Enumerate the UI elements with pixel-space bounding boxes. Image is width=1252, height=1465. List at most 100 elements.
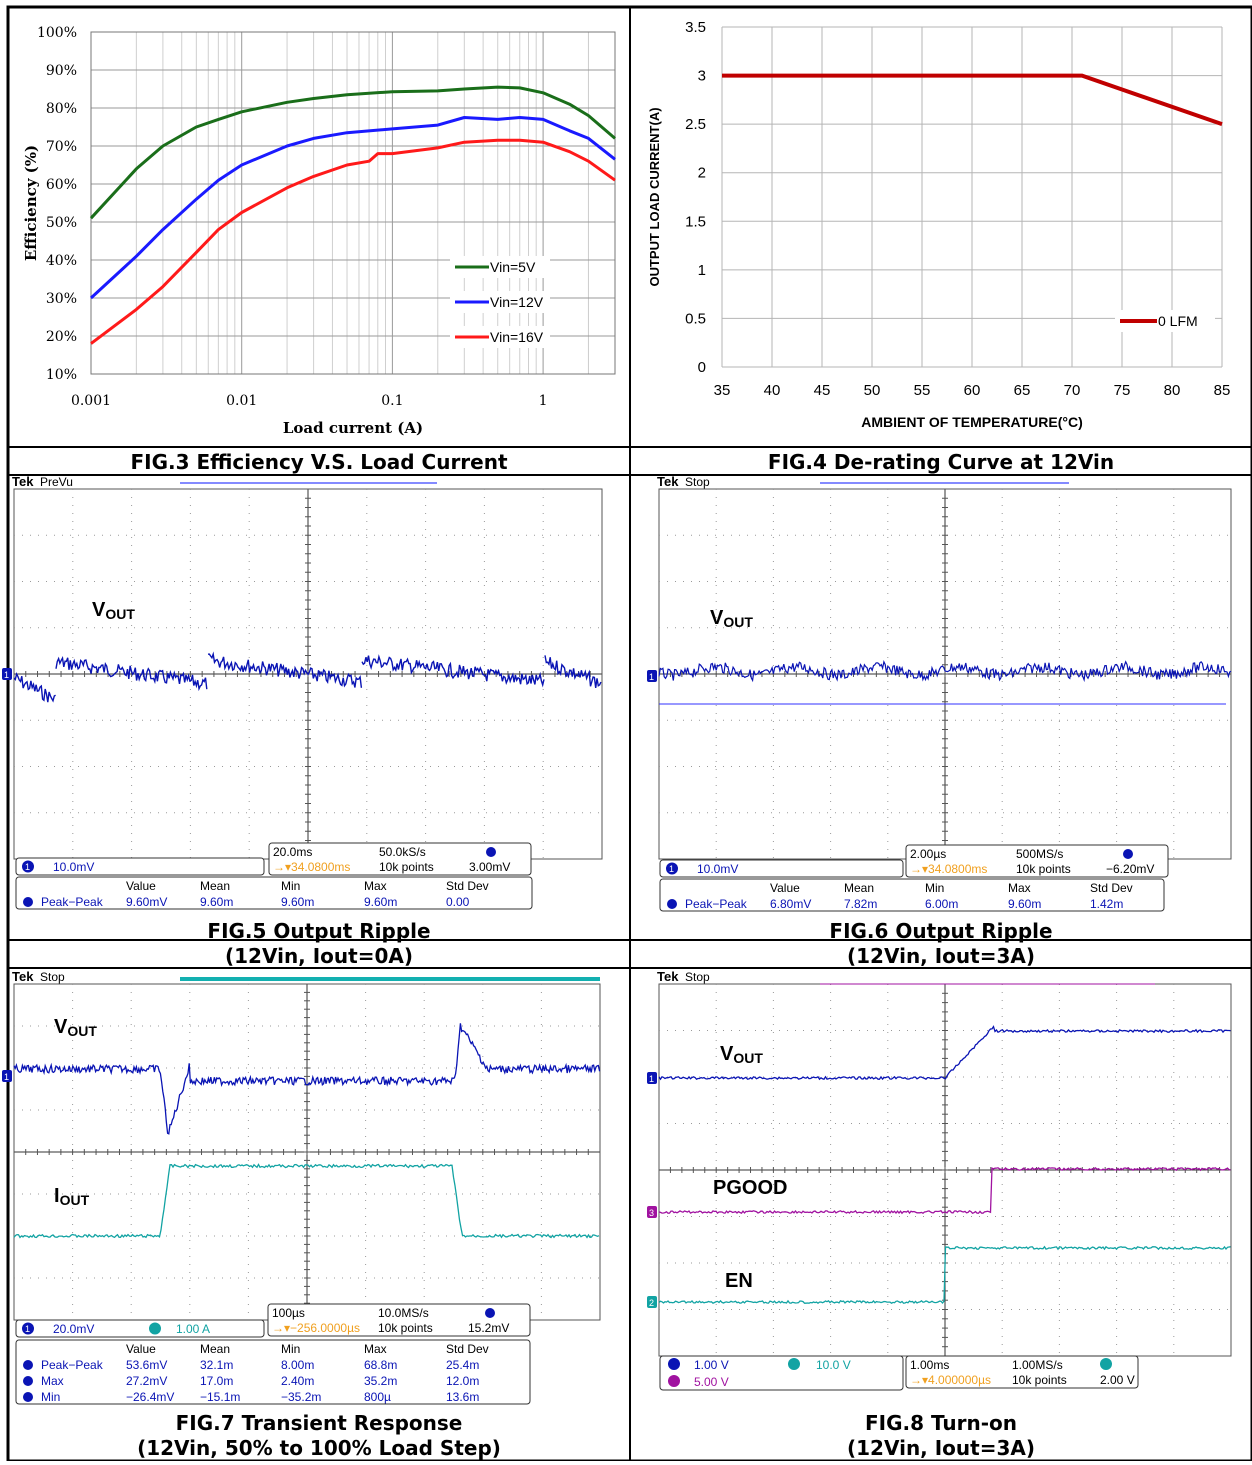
pgood-label: PGOOD bbox=[713, 1177, 787, 1199]
sample-rate: 10.0MS/s bbox=[378, 1306, 429, 1320]
meas-value: 68.8m bbox=[364, 1358, 397, 1372]
plot-border bbox=[90, 31, 616, 375]
channel-marker-number: 1 bbox=[4, 670, 9, 680]
channel-marker-number: 3 bbox=[649, 1208, 654, 1218]
acq-status: Stop bbox=[685, 475, 710, 489]
brand-label: Tek bbox=[12, 474, 34, 489]
meas-header: Max bbox=[1008, 881, 1031, 895]
trigger-source-icon bbox=[1123, 849, 1133, 859]
trace-subscript: OUT bbox=[105, 606, 135, 622]
timebase-value: 1.00ms bbox=[910, 1358, 949, 1372]
x-tick-label: 1 bbox=[539, 393, 548, 409]
x-tick-label: 35 bbox=[714, 382, 731, 399]
meas-channel-icon bbox=[23, 897, 33, 907]
vout-transient-trace bbox=[13, 1023, 601, 1135]
series-line-Vin=5V bbox=[89, 85, 616, 220]
en-label: EN bbox=[725, 1270, 753, 1292]
channel-icon bbox=[22, 860, 34, 873]
ch1-icon bbox=[668, 1358, 680, 1370]
meas-value: 12.0m bbox=[446, 1374, 479, 1388]
meas-value: 8.00m bbox=[281, 1358, 314, 1372]
meas-value: 6.00m bbox=[925, 897, 958, 911]
trigger-position: →▾34.0800ms bbox=[910, 862, 987, 876]
caption-fig5-line1: FIG.5 Output Ripple bbox=[207, 919, 431, 943]
x-tick-label: 70 bbox=[1064, 382, 1081, 399]
trigger-source-icon bbox=[1100, 1358, 1112, 1370]
vout-rise-trace bbox=[658, 1025, 1231, 1081]
acq-status: Stop bbox=[40, 970, 65, 984]
trace-subscript: OUT bbox=[733, 1050, 763, 1066]
meas-value: 1.42m bbox=[1090, 897, 1123, 911]
record-length: 10k points bbox=[1016, 862, 1071, 876]
record-length: 10k points bbox=[379, 860, 434, 874]
meas-value: 9.60m bbox=[1008, 897, 1041, 911]
brand-label: Tek bbox=[657, 474, 679, 489]
x-tick-label: 85 bbox=[1214, 382, 1231, 399]
channel-icon-number: 1 bbox=[25, 1324, 30, 1334]
meas-value: −35.2m bbox=[281, 1390, 321, 1404]
y-tick-label: 3 bbox=[698, 68, 706, 85]
acq-status: Stop bbox=[685, 970, 710, 984]
x-tick-label: 0.001 bbox=[71, 393, 111, 409]
meas-header: Min bbox=[925, 881, 944, 895]
meas-value: 9.60m bbox=[200, 895, 233, 909]
y-tick-label: 40% bbox=[46, 253, 77, 269]
y-tick-label: 0 bbox=[698, 359, 706, 376]
trigger-level: 3.00mV bbox=[469, 860, 510, 874]
meas-header: Std Dev bbox=[446, 1342, 489, 1356]
trigger-level: −6.20mV bbox=[1106, 862, 1154, 876]
en-trace bbox=[658, 1245, 1231, 1305]
series-line-Vin=12V bbox=[89, 116, 616, 300]
channel-scale: 10.0mV bbox=[697, 862, 738, 876]
trigger-position: →▾34.0800ms bbox=[273, 860, 350, 874]
legend-bg bbox=[450, 256, 550, 278]
meas-value: 7.82m bbox=[844, 897, 877, 911]
meas-value: 27.2mV bbox=[126, 1374, 167, 1388]
legend-label: Vin=5V bbox=[490, 259, 536, 275]
legend-bg bbox=[450, 291, 550, 313]
channel-scale-box bbox=[659, 859, 904, 878]
pgood-trace bbox=[658, 1166, 1231, 1215]
ch1-scale: 1.00 V bbox=[694, 1358, 729, 1372]
caption-fig5-line2: (12Vin, Iout=0A) bbox=[224, 944, 414, 968]
trace-subscript: OUT bbox=[60, 1192, 90, 1208]
trigger-level: 15.2mV bbox=[468, 1321, 509, 1335]
meas-channel-icon bbox=[667, 899, 677, 909]
meas-value: 9.60m bbox=[281, 895, 314, 909]
trace-subscript: OUT bbox=[67, 1023, 97, 1039]
meas-value: −15.1m bbox=[200, 1390, 240, 1404]
channel-marker bbox=[647, 1206, 657, 1218]
y-axis-label: OUTPUT LOAD CURRENT(A) bbox=[647, 107, 662, 286]
sample-rate: 500MS/s bbox=[1016, 847, 1063, 861]
legend: Vin=5V Vin=12V Vin=16V bbox=[450, 256, 550, 348]
iout-step-trace bbox=[13, 1163, 600, 1239]
ch3-scale: 5.00 V bbox=[694, 1375, 729, 1389]
trigger-source-icon bbox=[485, 1308, 495, 1318]
legend-bg bbox=[1115, 310, 1215, 332]
meas-row-label: Peak−Peak bbox=[685, 897, 748, 911]
y-tick-label: 50% bbox=[46, 215, 77, 231]
channel-icon bbox=[22, 1322, 34, 1335]
y-tick-label: 3.5 bbox=[685, 19, 706, 36]
caption-fig6-line2: (12Vin, Iout=3A) bbox=[846, 944, 1036, 968]
sample-rate: 50.0kS/s bbox=[379, 845, 426, 859]
channel2-scale: 1.00 A bbox=[176, 1322, 210, 1336]
y-tick-label: 2 bbox=[698, 165, 706, 182]
y-tick-label: 90% bbox=[46, 63, 77, 79]
y-tick-label: 60% bbox=[46, 177, 77, 193]
channel-marker bbox=[647, 670, 657, 682]
channel-marker-number: 2 bbox=[649, 1298, 654, 1308]
meas-value: 17.0m bbox=[200, 1374, 233, 1388]
caption-fig3: FIG.3 Efficiency V.S. Load Current bbox=[130, 450, 508, 474]
channel-scale-box bbox=[659, 1355, 904, 1391]
x-tick-label: 40 bbox=[764, 382, 781, 399]
y-axis-label: Efficiency (%) bbox=[22, 145, 40, 261]
timebase-box bbox=[268, 842, 532, 876]
channel2-icon bbox=[149, 1322, 161, 1335]
x-tick-label: 55 bbox=[914, 382, 931, 399]
meas-value: 0.00 bbox=[446, 895, 470, 909]
